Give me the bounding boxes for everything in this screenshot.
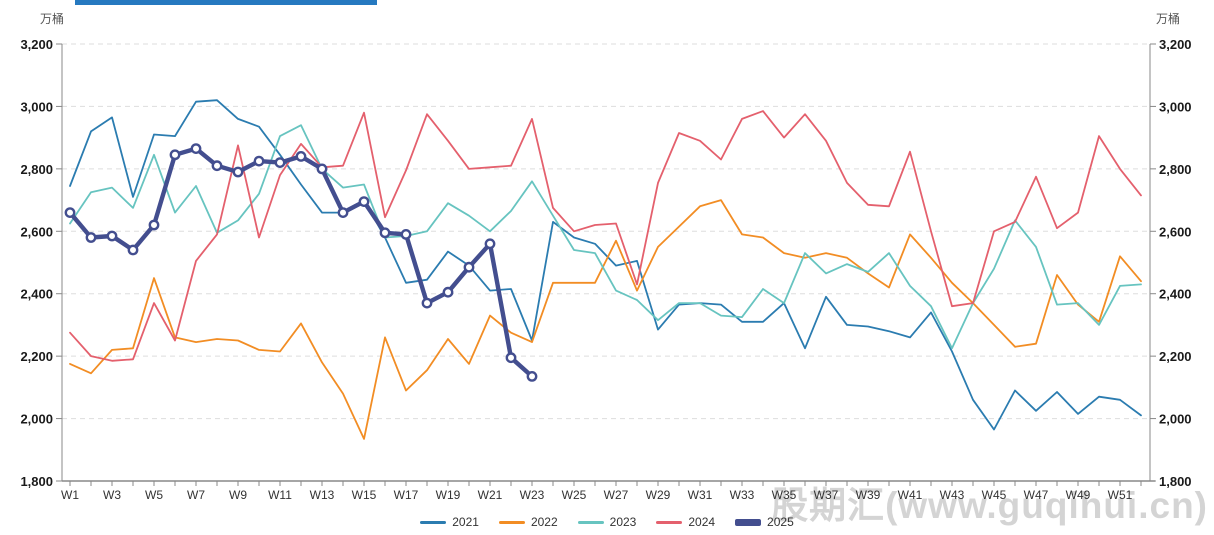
x-axis-label: W3 — [103, 488, 121, 502]
legend-label-2023: 2023 — [609, 515, 637, 529]
x-axis-label: W31 — [688, 488, 713, 502]
series-marker-2025 — [106, 230, 118, 242]
x-axis-label: W5 — [145, 488, 163, 502]
y-axis-label-left: 3,000 — [20, 99, 53, 114]
x-axis-label: W9 — [229, 488, 247, 502]
legend-item-2022[interactable]: 2022 — [498, 515, 558, 529]
series-marker-2025 — [505, 352, 517, 364]
series-marker-2025 — [526, 370, 538, 382]
y-axis-label-left: 2,800 — [20, 162, 53, 177]
y-axis-label-left: 1,800 — [20, 474, 53, 489]
x-axis-label: W27 — [604, 488, 629, 502]
y-axis-label-right: 3,000 — [1159, 99, 1192, 114]
x-axis-label: W7 — [187, 488, 205, 502]
series-line-2023 — [69, 124, 1142, 350]
series-marker-2025 — [316, 163, 328, 175]
series-marker-2025 — [463, 261, 475, 273]
series-marker-2025 — [253, 155, 265, 167]
x-axis-label: W51 — [1108, 488, 1133, 502]
series-marker-2025 — [442, 286, 454, 298]
y-axis-label-right: 3,200 — [1159, 37, 1192, 52]
series-marker-2025 — [64, 207, 76, 219]
series-marker-2025 — [421, 297, 433, 309]
y-axis-unit-right: 万桶 — [1155, 12, 1180, 26]
series-line-2024 — [69, 110, 1142, 362]
series-marker-2025 — [169, 149, 181, 161]
x-axis-label: W25 — [562, 488, 587, 502]
x-axis-label: W35 — [772, 488, 797, 502]
legend-item-2023[interactable]: 2023 — [577, 515, 637, 529]
series-marker-2025 — [148, 219, 160, 231]
series-marker-2025 — [211, 160, 223, 172]
x-axis-label: W23 — [520, 488, 545, 502]
series-marker-2025 — [484, 238, 496, 250]
legend-label-2021: 2021 — [452, 515, 479, 529]
x-axis-label: W33 — [730, 488, 755, 502]
series-line-2021 — [69, 99, 1142, 431]
x-axis-label: W21 — [478, 488, 503, 502]
series-marker-2025 — [337, 207, 349, 219]
x-axis-label: W11 — [268, 488, 292, 502]
x-axis-label: W47 — [1024, 488, 1049, 502]
y-axis-label-left: 2,200 — [20, 349, 53, 364]
legend-label-2022: 2022 — [530, 515, 558, 529]
x-axis-label: W43 — [940, 488, 965, 502]
x-axis-label: W45 — [982, 488, 1007, 502]
y-axis-unit-left: 万桶 — [40, 12, 65, 26]
series-marker-2025 — [379, 227, 391, 239]
series-marker-2025 — [295, 150, 307, 162]
x-axis-label: W49 — [1066, 488, 1091, 502]
x-axis-label: W39 — [856, 488, 881, 502]
legend-swatch-2022 — [498, 520, 525, 524]
series-marker-2025 — [400, 228, 412, 240]
x-axis-label: W13 — [310, 488, 335, 502]
x-axis-label: W29 — [646, 488, 671, 502]
y-axis-label-left: 2,400 — [20, 287, 53, 302]
x-axis-label: W19 — [436, 488, 461, 502]
legend-item-2024[interactable]: 2024 — [656, 515, 715, 529]
legend-label-2025: 2025 — [767, 515, 794, 529]
y-axis-label-left: 2,600 — [20, 224, 53, 239]
series-marker-2025 — [85, 232, 97, 243]
y-axis-label-right: 2,400 — [1159, 287, 1192, 302]
legend-item-2025[interactable]: 2025 — [735, 515, 794, 529]
series-marker-2025 — [274, 157, 286, 169]
x-axis-label: W1 — [61, 488, 79, 502]
watermark: 股期汇(www.guqihui.cn) — [771, 485, 1208, 526]
legend-swatch-2024 — [656, 520, 683, 524]
legend-swatch-2021 — [420, 520, 447, 524]
series-marker-2025 — [358, 196, 370, 208]
y-axis-label-right: 2,600 — [1159, 224, 1192, 239]
y-axis-label-right: 1,800 — [1159, 474, 1192, 489]
top-accent-bar — [75, 0, 377, 5]
series-marker-2025 — [232, 166, 244, 178]
y-axis-label-right: 2,200 — [1159, 349, 1192, 364]
x-axis-label: W15 — [352, 488, 377, 502]
x-axis-label: W37 — [814, 488, 839, 502]
y-axis-label-left: 2,000 — [20, 412, 53, 427]
y-axis-label-right: 2,800 — [1159, 162, 1192, 177]
legend-label-2024: 2024 — [688, 515, 716, 529]
x-axis-label: W17 — [394, 488, 419, 502]
legend-swatch-2023 — [577, 520, 604, 524]
line-chart: 1,800 1,800 2,000 2,000 2,200 2,200 2,400 2,400… — [20, 37, 1192, 502]
series-line-2022 — [69, 199, 1142, 440]
series-marker-2025 — [127, 244, 139, 256]
legend: 2021 2022 2023 2024 2025 — [0, 515, 1214, 529]
series-marker-2025 — [190, 143, 202, 155]
x-axis-label: W41 — [898, 488, 923, 502]
legend-swatch-2025 — [735, 518, 762, 526]
legend-item-2021[interactable]: 2021 — [420, 515, 479, 529]
y-axis-label-right: 2,000 — [1159, 412, 1192, 427]
y-axis-label-left: 3,200 — [20, 37, 53, 52]
